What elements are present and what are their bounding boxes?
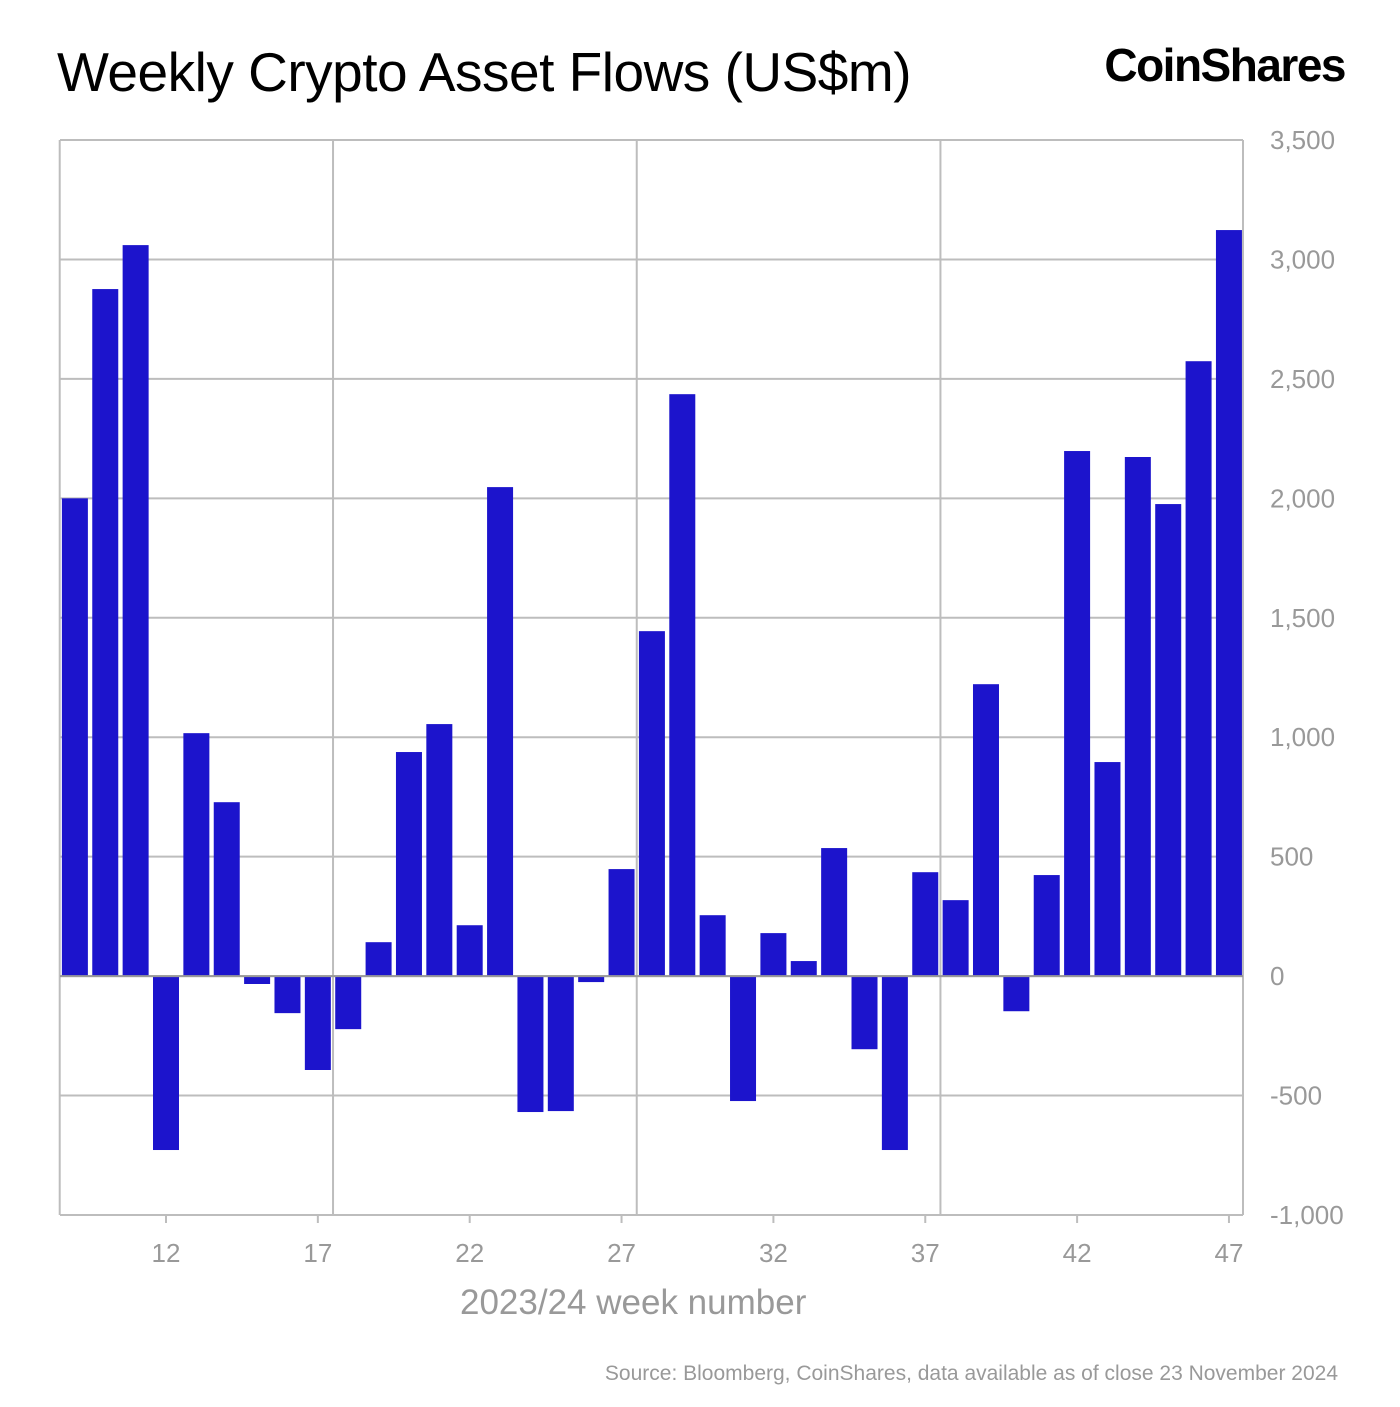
- bar-week-20: [395, 752, 422, 977]
- bar-week-13: [183, 733, 210, 977]
- bar-week-29: [669, 394, 696, 977]
- source-note: Source: Bloomberg, CoinShares, data avai…: [604, 1362, 1338, 1385]
- y-tick-label: 500: [1270, 842, 1313, 872]
- bar-week-19: [365, 942, 392, 977]
- bar-week-37: [912, 872, 939, 977]
- bar-week-45: [1155, 504, 1182, 977]
- x-tick-label: 27: [607, 1238, 636, 1268]
- bar-week-42: [1064, 451, 1091, 977]
- bar-week-15: [244, 976, 271, 984]
- bar-week-10: [92, 289, 119, 977]
- bar-week-41: [1033, 875, 1060, 977]
- bar-week-14: [213, 802, 240, 977]
- y-tick-label: 3,000: [1270, 244, 1335, 274]
- bar-week-16: [274, 976, 301, 1014]
- x-tick-label: 42: [1063, 1238, 1092, 1268]
- y-tick-label: 1,500: [1270, 603, 1335, 633]
- bar-week-32: [760, 933, 787, 977]
- bar-week-28: [638, 631, 665, 977]
- x-tick-label: 47: [1214, 1238, 1243, 1268]
- bar-week-31: [730, 976, 757, 1102]
- bar-week-38: [942, 900, 969, 977]
- bar-week-47: [1215, 230, 1242, 977]
- bar-week-39: [972, 684, 999, 977]
- bar-week-17: [304, 976, 331, 1070]
- bar-week-44: [1124, 457, 1151, 977]
- bar-week-36: [881, 976, 908, 1151]
- x-tick-label: 17: [303, 1238, 332, 1268]
- x-tick-label: 32: [759, 1238, 788, 1268]
- x-tick-label: 37: [911, 1238, 940, 1268]
- bar-week-12: [153, 976, 179, 1151]
- bar-week-24: [517, 976, 544, 1113]
- bar-week-40: [1003, 976, 1030, 1012]
- bar-week-23: [487, 487, 514, 977]
- y-tick-label: 1,000: [1270, 722, 1335, 752]
- y-tick-label: 2,500: [1270, 364, 1335, 394]
- chart-title: Weekly Crypto Asset Flows (US$m): [57, 41, 912, 103]
- coinshares-logo: CoinShares: [1104, 39, 1346, 91]
- bar-week-21: [426, 724, 453, 977]
- bar-week-18: [335, 976, 362, 1030]
- x-axis-label: 2023/24 week number: [460, 1283, 807, 1322]
- y-tick-label: -1,000: [1270, 1200, 1344, 1230]
- x-tick-label: 22: [455, 1238, 484, 1268]
- bar-week-9: [61, 498, 88, 977]
- bar-week-25: [547, 976, 574, 1112]
- x-tick-label: 12: [152, 1238, 181, 1268]
- bar-week-22: [456, 925, 483, 977]
- y-tick-label: 3,500: [1270, 125, 1335, 155]
- bar-week-11: [122, 245, 149, 977]
- bar-week-34: [821, 848, 848, 977]
- bar-week-30: [699, 915, 726, 977]
- bar-week-26: [578, 976, 605, 983]
- y-tick-label: 2,000: [1270, 483, 1335, 513]
- y-tick-label: -500: [1270, 1081, 1322, 1111]
- bar-week-35: [851, 976, 878, 1050]
- bar-week-46: [1185, 361, 1212, 977]
- y-tick-label: 0: [1270, 961, 1284, 991]
- bar-week-33: [790, 961, 817, 977]
- bar-week-27: [608, 869, 635, 977]
- bar-week-43: [1094, 762, 1121, 977]
